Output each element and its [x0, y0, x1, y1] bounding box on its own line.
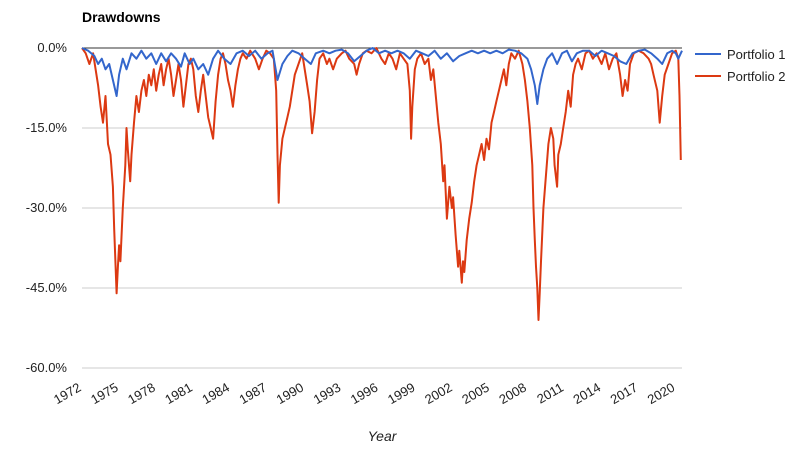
- x-tick-label: 2011: [534, 380, 566, 407]
- y-tick-label: -45.0%: [26, 280, 68, 295]
- y-tick-label: -15.0%: [26, 120, 68, 135]
- grid-layer: [82, 47, 682, 369]
- x-axis-label: Year: [368, 428, 398, 444]
- legend-label: Portfolio 1: [727, 47, 786, 62]
- x-tick-label: 1975: [88, 380, 121, 407]
- x-axis-ticks: 1972 1975 1978 1981 1984 1987 1990 1993 1996 1999…: [51, 380, 677, 407]
- x-tick-label: 2020: [645, 380, 678, 407]
- legend-label: Portfolio 2: [727, 69, 786, 84]
- y-tick-label: -30.0%: [26, 200, 68, 215]
- y-axis-ticks: 0.0% -15.0% -30.0% -45.0% -60.0%: [26, 40, 68, 375]
- x-tick-label: 2008: [496, 380, 529, 407]
- legend: Portfolio 1 Portfolio 2: [695, 47, 786, 84]
- x-tick-label: 2017: [608, 380, 641, 407]
- y-tick-label: -60.0%: [26, 360, 68, 375]
- x-tick-label: 1990: [274, 380, 307, 407]
- x-tick-label: 1984: [199, 380, 232, 407]
- series-line-1: [81, 47, 683, 105]
- x-tick-label: 2014: [571, 380, 604, 407]
- y-tick-label: 0.0%: [37, 40, 67, 55]
- x-tick-label: 1996: [348, 380, 381, 407]
- x-tick-label: 2002: [422, 380, 455, 407]
- x-tick-label: 1993: [311, 380, 344, 407]
- x-tick-label: 2005: [459, 380, 492, 407]
- series-layer: [81, 47, 683, 321]
- x-tick-label: 1972: [51, 380, 84, 407]
- series-line-2: [81, 47, 682, 321]
- x-tick-label: 1999: [385, 380, 418, 407]
- x-tick-label: 1987: [237, 380, 270, 407]
- x-tick-label: 1978: [125, 380, 158, 407]
- chart-title: Drawdowns: [82, 9, 161, 25]
- x-tick-label: 1981: [162, 380, 195, 407]
